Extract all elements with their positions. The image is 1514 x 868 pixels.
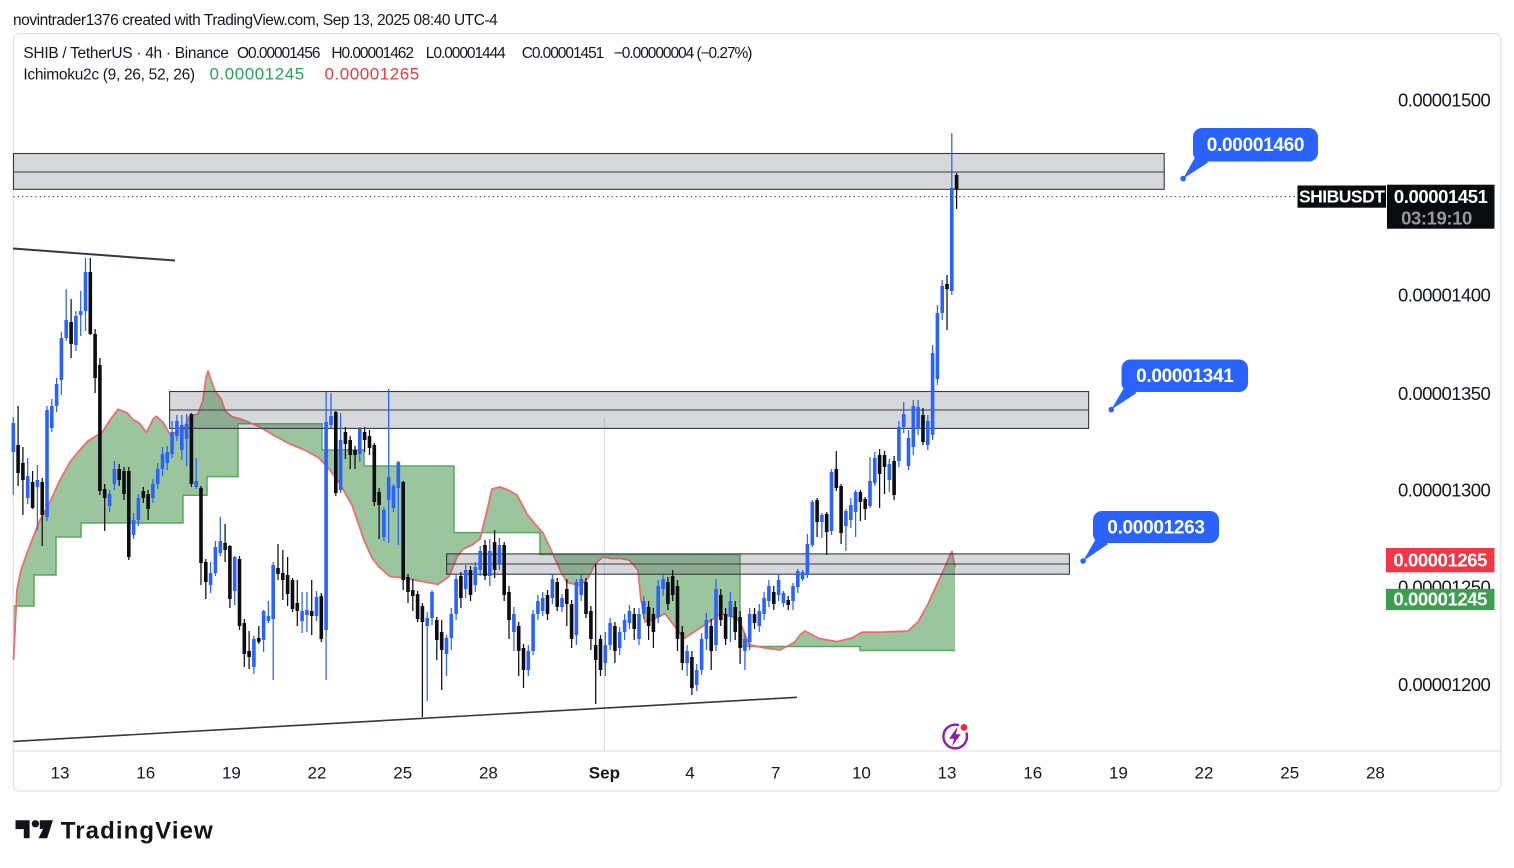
svg-text:0.00001265: 0.00001265 [325,65,420,84]
svg-text:C0.00001451: C0.00001451 [522,45,604,62]
svg-text:0.00001451: 0.00001451 [1394,186,1488,207]
svg-text:0.00001265: 0.00001265 [1393,550,1487,571]
svg-text:0.00001341: 0.00001341 [1136,366,1234,387]
svg-text:−0.00000004 (−0.27%): −0.00000004 (−0.27%) [614,45,752,62]
svg-text:SHIB / TetherUS · 4h · Binance: SHIB / TetherUS · 4h · Binance [23,45,228,62]
svg-text:Sep: Sep [589,764,620,783]
svg-text:28: 28 [479,764,498,783]
svg-text:10: 10 [852,764,871,783]
svg-text:16: 16 [1023,764,1042,783]
svg-text:0.00001500: 0.00001500 [1398,89,1491,110]
svg-text:0.00001245: 0.00001245 [210,65,305,84]
svg-text:16: 16 [136,764,155,783]
svg-text:4: 4 [685,764,694,783]
svg-text:22: 22 [1195,764,1214,783]
svg-text:03:19:10: 03:19:10 [1401,207,1472,228]
svg-text:13: 13 [938,764,957,783]
svg-text:25: 25 [1280,764,1299,783]
svg-text:O0.00001456: O0.00001456 [237,45,320,62]
svg-text:28: 28 [1366,764,1385,783]
svg-text:13: 13 [51,764,70,783]
svg-text:22: 22 [308,764,327,783]
svg-text:Ichimoku2c (9, 26, 52, 26): Ichimoku2c (9, 26, 52, 26) [23,67,195,84]
svg-text:L0.00001444: L0.00001444 [426,45,506,62]
svg-text:0.00001350: 0.00001350 [1398,383,1491,404]
svg-text:SHIBUSDT: SHIBUSDT [1299,187,1385,207]
svg-text:0.00001300: 0.00001300 [1398,479,1491,500]
svg-text:0.00001400: 0.00001400 [1398,284,1491,305]
svg-text:19: 19 [222,764,241,783]
svg-text:0.00001263: 0.00001263 [1107,518,1204,539]
svg-text:0.00001200: 0.00001200 [1398,674,1491,695]
svg-text:H0.00001462: H0.00001462 [331,45,413,62]
svg-text:0.00001460: 0.00001460 [1207,135,1304,156]
svg-text:TradingView: TradingView [61,817,214,844]
svg-text:19: 19 [1109,764,1128,783]
svg-text:novintrader1376 created with T: novintrader1376 created with TradingView… [13,12,498,29]
svg-text:25: 25 [393,764,412,783]
svg-text:0.00001245: 0.00001245 [1393,589,1487,610]
svg-text:7: 7 [771,764,780,783]
